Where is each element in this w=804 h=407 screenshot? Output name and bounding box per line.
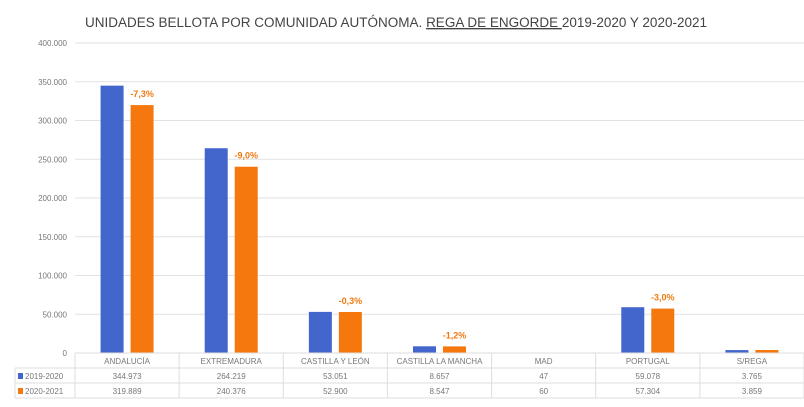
change-annotation: -7,3% bbox=[130, 89, 154, 99]
y-tick-label: 0 bbox=[63, 349, 68, 358]
data-table-value: 264.219 bbox=[217, 372, 246, 381]
data-table-value: 52.900 bbox=[323, 387, 348, 396]
data-table-value: 57.304 bbox=[636, 387, 661, 396]
bar-2019-2020 bbox=[308, 311, 332, 353]
bar-2020-2021 bbox=[338, 312, 362, 353]
bar-2019-2020 bbox=[100, 85, 124, 353]
data-table-value: 344.973 bbox=[113, 372, 142, 381]
data-table-value: 8.657 bbox=[429, 372, 450, 381]
y-tick-label: 150.000 bbox=[38, 233, 67, 242]
title-part-3: 2019-2020 Y 2020-2021 bbox=[562, 15, 707, 30]
data-table-value: 53.051 bbox=[323, 372, 348, 381]
data-table-value: 240.376 bbox=[217, 387, 246, 396]
y-tick-label: 200.000 bbox=[38, 194, 67, 203]
bar-2019-2020 bbox=[204, 148, 228, 353]
category-label: CASTILLA Y LEÓN bbox=[301, 357, 370, 366]
title-part-1: UNIDADES BELLOTA POR COMUNIDAD AUTÓNOMA. bbox=[85, 15, 426, 30]
y-tick-label: 400.000 bbox=[38, 39, 67, 48]
category-label: PORTUGAL bbox=[626, 357, 670, 366]
legend-label: 2019-2020 bbox=[25, 372, 64, 381]
category-label: EXTREMADURA bbox=[201, 357, 263, 366]
bar-2020-2021 bbox=[651, 308, 675, 353]
bar-2019-2020 bbox=[413, 346, 436, 353]
bar-2019-2020 bbox=[621, 307, 645, 353]
legend-label: 2020-2021 bbox=[25, 387, 64, 396]
data-table-value: 8.547 bbox=[429, 387, 450, 396]
chart-title: UNIDADES BELLOTA POR COMUNIDAD AUTÓNOMA.… bbox=[85, 15, 707, 30]
bar-2019-2020 bbox=[725, 350, 749, 353]
change-annotation: -9,0% bbox=[234, 151, 258, 161]
bar-2020-2021 bbox=[234, 166, 258, 353]
data-table-value: 47 bbox=[539, 372, 548, 381]
category-label: S/REGA bbox=[737, 357, 768, 366]
change-annotation: -1,2% bbox=[443, 330, 467, 340]
bar-2020-2021 bbox=[130, 105, 154, 353]
y-tick-label: 100.000 bbox=[38, 272, 67, 281]
data-table-value: 319.889 bbox=[113, 387, 142, 396]
change-annotation: -0,3% bbox=[339, 296, 363, 306]
title-part-2: REGA DE ENGORDE bbox=[426, 15, 562, 30]
category-label: ANDALUCÍA bbox=[104, 357, 150, 366]
data-table-value: 3.859 bbox=[742, 387, 763, 396]
y-tick-label: 250.000 bbox=[38, 155, 67, 164]
bar-2020-2021 bbox=[443, 346, 466, 353]
data-table-value: 3.765 bbox=[742, 372, 763, 381]
y-tick-label: 300.000 bbox=[38, 117, 67, 126]
bar-2020-2021 bbox=[755, 350, 779, 353]
legend-swatch bbox=[18, 388, 23, 394]
change-annotation: -3,0% bbox=[651, 293, 675, 303]
category-label: MAD bbox=[535, 357, 553, 366]
data-table-value: 60 bbox=[539, 387, 548, 396]
category-label: CASTILLA LA MANCHA bbox=[397, 357, 483, 366]
legend-swatch bbox=[18, 373, 23, 379]
data-table-value: 59.078 bbox=[636, 372, 661, 381]
y-tick-label: 50.000 bbox=[43, 310, 68, 319]
y-tick-label: 350.000 bbox=[38, 78, 67, 87]
